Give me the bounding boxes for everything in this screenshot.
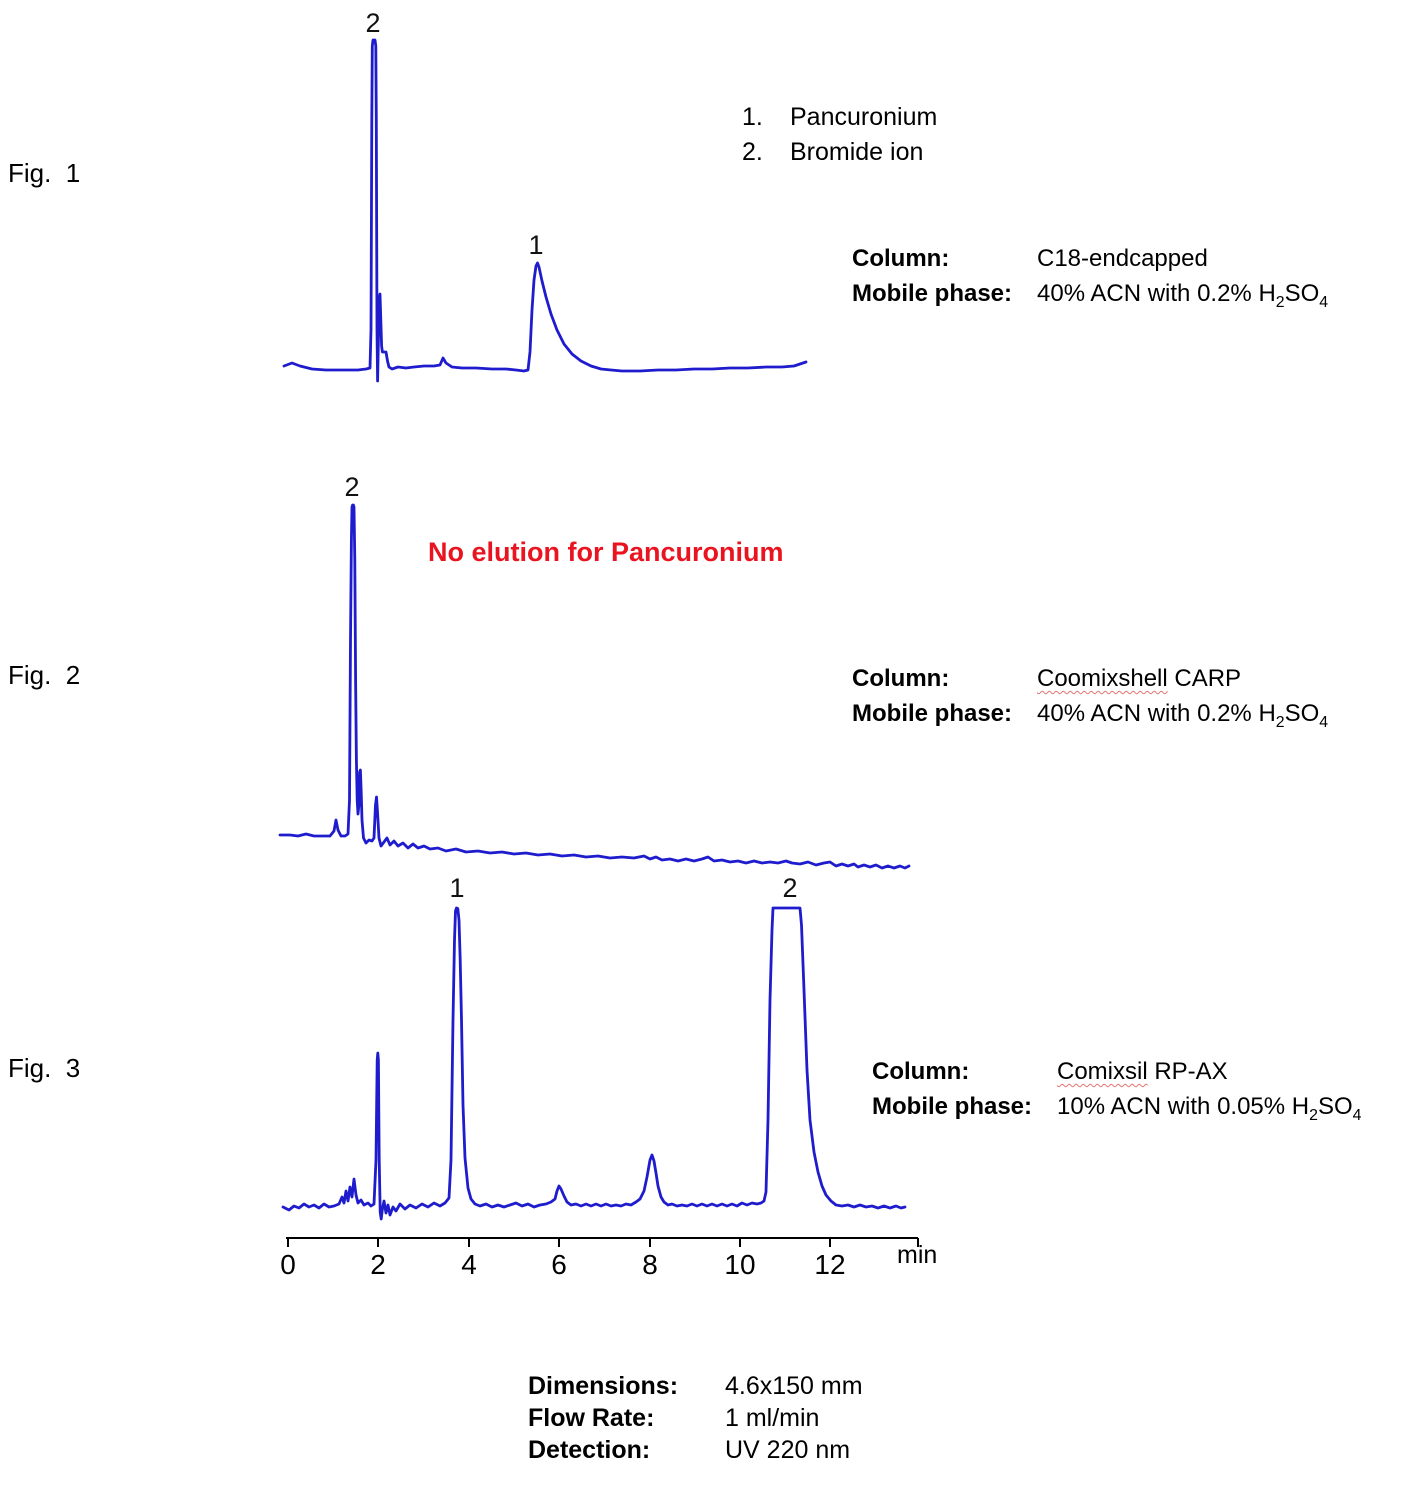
dimensions-value: 4.6x150 mm — [725, 1372, 863, 1400]
fig2-peak2-label: 2 — [344, 472, 360, 502]
detection-value: UV 220 nm — [725, 1436, 851, 1464]
fig1-trace-line — [282, 38, 808, 383]
fig3-label: Fig. 3 — [8, 1053, 81, 1083]
legend-number: 1. — [742, 103, 763, 131]
fig1-peak1-label: 1 — [528, 230, 544, 260]
fig3-peak1-label: 1 — [449, 873, 465, 903]
no-elution-note: No elution for Pancuronium — [428, 537, 784, 567]
legend-item-bromide: 2. Bromide ion — [742, 135, 937, 170]
flow-rate-row: Flow Rate: 1 ml/min — [528, 1402, 863, 1434]
dimensions-label: Dimensions: — [528, 1372, 679, 1400]
mobile-phase-label: Mobile phase: — [852, 700, 1013, 727]
fig2-mobile-phase-row: Mobile phase: 40% ACN with 0.2% H2SO4 — [852, 696, 1328, 740]
column-value: Comixsil RP-AX — [1057, 1058, 1228, 1085]
column-label: Column: — [872, 1058, 970, 1085]
axis-tick-10: 10 — [724, 1249, 756, 1280]
legend-text: Pancuronium — [790, 103, 938, 131]
time-axis-line — [286, 1237, 919, 1247]
fig3-trace-line — [281, 906, 907, 1221]
detection-row: Detection: UV 220 nm — [528, 1434, 863, 1466]
mobile-phase-label: Mobile phase: — [852, 280, 1013, 307]
fig1-label: Fig. 1 — [8, 158, 81, 188]
fig1-mobile-phase-row: Mobile phase: 40% ACN with 0.2% H2SO4 — [852, 276, 1328, 320]
flow-rate-label: Flow Rate: — [528, 1404, 655, 1432]
axis-unit-label: min — [897, 1241, 938, 1269]
fig1-info-block: Column: C18-endcapped Mobile phase: 40% … — [852, 241, 1328, 320]
fig3-peak2-label: 2 — [782, 873, 798, 903]
column-label: Column: — [852, 665, 950, 692]
axis-tick-12: 12 — [814, 1249, 846, 1280]
dimensions-row: Dimensions: 4.6x150 mm — [528, 1370, 863, 1402]
column-value: C18-endcapped — [1037, 245, 1208, 272]
axis-tick-6: 6 — [551, 1249, 567, 1280]
fig1-peak2-label: 2 — [365, 8, 381, 38]
fig2-label: Fig. 2 — [8, 660, 81, 690]
fig3-info-block: Column: Comixsil RP-AX Mobile phase: 10%… — [872, 1054, 1361, 1133]
mobile-phase-value: 10% ACN with 0.05% H2SO4 — [1057, 1093, 1362, 1124]
fig2-column-row: Column: Coomixshell CARP — [852, 661, 1328, 696]
axis-tick-0: 0 — [280, 1249, 296, 1280]
fig2-info-block: Column: Coomixshell CARP Mobile phase: 4… — [852, 661, 1328, 740]
fig3-column-row: Column: Comixsil RP-AX — [872, 1054, 1361, 1089]
fig1-column-row: Column: C18-endcapped — [852, 241, 1328, 276]
method-details-block: Dimensions: 4.6x150 mm Flow Rate: 1 ml/m… — [528, 1370, 863, 1466]
column-label: Column: — [852, 245, 950, 272]
axis-tick-2: 2 — [370, 1249, 386, 1280]
analyte-legend: 1. Pancuronium 2. Bromide ion — [742, 100, 937, 170]
fig3-mobile-phase-row: Mobile phase: 10% ACN with 0.05% H2SO4 — [872, 1089, 1361, 1133]
mobile-phase-value: 40% ACN with 0.2% H2SO4 — [1037, 280, 1329, 311]
mobile-phase-label: Mobile phase: — [872, 1093, 1033, 1120]
column-value: Coomixshell CARP — [1037, 665, 1242, 692]
mobile-phase-value: 40% ACN with 0.2% H2SO4 — [1037, 700, 1329, 731]
fig2-trace-line — [278, 503, 911, 870]
detection-label: Detection: — [528, 1436, 651, 1464]
legend-text: Bromide ion — [790, 138, 924, 166]
legend-number: 2. — [742, 138, 763, 166]
axis-tick-4: 4 — [461, 1249, 477, 1280]
legend-item-pancuronium: 1. Pancuronium — [742, 100, 937, 135]
flow-rate-value: 1 ml/min — [725, 1404, 820, 1432]
axis-tick-8: 8 — [642, 1249, 658, 1280]
